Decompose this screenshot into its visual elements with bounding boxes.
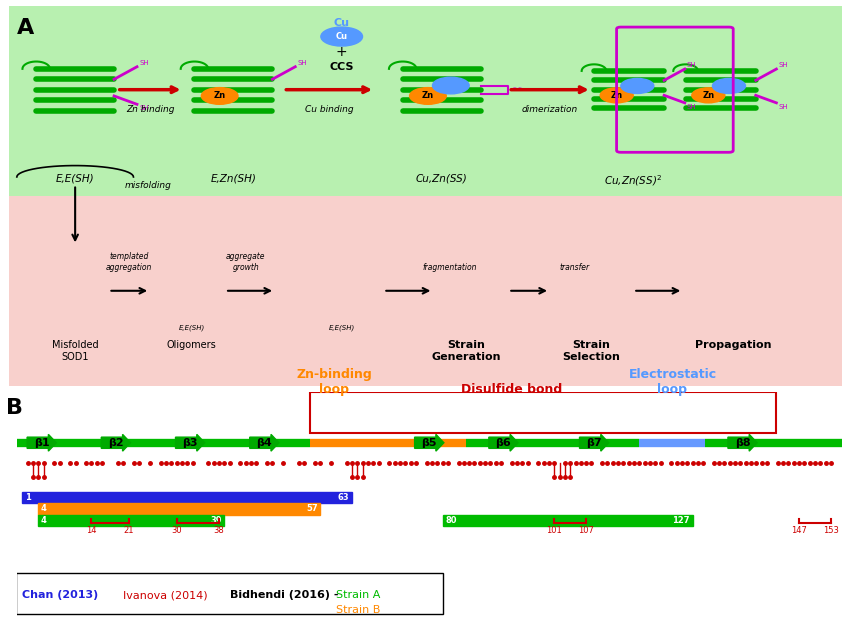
- Text: 147: 147: [791, 526, 807, 535]
- Circle shape: [201, 88, 238, 104]
- FancyArrow shape: [489, 434, 518, 451]
- Text: 63: 63: [337, 493, 349, 502]
- Text: β4: β4: [257, 438, 272, 448]
- Text: dimerization: dimerization: [522, 105, 578, 114]
- Bar: [38, 503, 320, 514]
- Text: β5: β5: [422, 438, 437, 448]
- Text: Bidhendi (2016) -: Bidhendi (2016) -: [230, 590, 343, 600]
- Text: 57: 57: [306, 504, 318, 513]
- Text: β1: β1: [34, 438, 49, 448]
- Text: Zn-binding
loop: Zn-binding loop: [297, 368, 372, 396]
- FancyBboxPatch shape: [8, 6, 842, 196]
- Text: 30: 30: [171, 526, 182, 535]
- Text: SH: SH: [298, 60, 307, 66]
- Text: 38: 38: [213, 526, 224, 535]
- Text: 153: 153: [823, 526, 839, 535]
- Text: Misfolded
SOD1: Misfolded SOD1: [52, 340, 99, 362]
- Circle shape: [410, 88, 446, 104]
- Text: β7: β7: [586, 438, 602, 448]
- FancyArrow shape: [415, 434, 444, 451]
- Text: 4: 4: [41, 516, 47, 524]
- FancyArrow shape: [728, 434, 757, 451]
- Text: CCS: CCS: [330, 62, 354, 72]
- Text: Ivanova (2014): Ivanova (2014): [123, 590, 208, 600]
- Circle shape: [620, 78, 654, 93]
- Circle shape: [600, 88, 633, 103]
- Text: 1: 1: [25, 493, 31, 502]
- Text: Electrostatic
loop: Electrostatic loop: [628, 368, 717, 396]
- Text: 127: 127: [672, 516, 690, 524]
- Text: SH: SH: [687, 62, 696, 68]
- Text: SH: SH: [779, 104, 788, 109]
- Text: β8: β8: [734, 438, 751, 448]
- Text: SH: SH: [139, 60, 149, 66]
- Text: B: B: [6, 398, 23, 418]
- Text: Strain
Generation: Strain Generation: [432, 340, 502, 362]
- Bar: [38, 514, 224, 526]
- Text: E,E(SH): E,E(SH): [178, 325, 205, 332]
- Text: Zn: Zn: [702, 91, 714, 100]
- Circle shape: [692, 88, 725, 103]
- Text: Cu binding: Cu binding: [305, 105, 354, 114]
- Circle shape: [321, 27, 362, 46]
- Text: templated
aggregation: templated aggregation: [106, 253, 152, 272]
- Text: Cu,Zn(SS): Cu,Zn(SS): [416, 173, 468, 183]
- Text: aggregate
growth: aggregate growth: [226, 253, 266, 272]
- Text: 80: 80: [445, 516, 456, 524]
- Text: Strain A: Strain A: [336, 590, 381, 600]
- Text: Cu: Cu: [336, 32, 348, 41]
- Text: 101: 101: [547, 526, 562, 535]
- Text: Cu,Zn(SS)$^2$: Cu,Zn(SS)$^2$: [604, 173, 662, 188]
- FancyBboxPatch shape: [16, 573, 443, 614]
- Text: Strain B: Strain B: [336, 605, 381, 615]
- Circle shape: [433, 77, 469, 94]
- FancyBboxPatch shape: [8, 196, 842, 386]
- Text: E,E(SH): E,E(SH): [329, 325, 354, 332]
- Text: Chan (2013): Chan (2013): [22, 590, 99, 600]
- Text: S-S: S-S: [513, 87, 523, 92]
- Text: Zn: Zn: [213, 91, 226, 100]
- Text: Cu: Cu: [334, 17, 349, 27]
- Text: SH: SH: [779, 62, 788, 68]
- Text: β2: β2: [108, 438, 124, 448]
- Text: 107: 107: [578, 526, 594, 535]
- Text: β6: β6: [496, 438, 512, 448]
- Text: SH: SH: [139, 105, 149, 111]
- Text: E,Zn(SH): E,Zn(SH): [211, 173, 257, 183]
- Text: Zn: Zn: [610, 91, 623, 100]
- Text: 14: 14: [86, 526, 97, 535]
- Text: fragmentation: fragmentation: [422, 263, 477, 272]
- FancyArrow shape: [27, 434, 56, 451]
- Text: Strain
Selection: Strain Selection: [563, 340, 620, 362]
- Text: Oligomers: Oligomers: [167, 340, 217, 350]
- Text: Zn: Zn: [422, 91, 434, 100]
- FancyArrow shape: [580, 434, 609, 451]
- Text: A: A: [17, 17, 34, 37]
- Text: transfer: transfer: [560, 263, 590, 272]
- Text: β3: β3: [183, 438, 198, 448]
- Bar: [443, 514, 693, 526]
- Text: 39: 39: [210, 516, 222, 524]
- Text: Disulfide bond: Disulfide bond: [461, 383, 563, 396]
- FancyArrow shape: [250, 434, 279, 451]
- Text: misfolding: misfolding: [125, 181, 172, 190]
- Text: Zn binding: Zn binding: [126, 105, 174, 114]
- Bar: [22, 492, 352, 503]
- Text: 21: 21: [123, 526, 134, 535]
- Text: E,E(SH): E,E(SH): [56, 173, 94, 183]
- Text: Propagation: Propagation: [695, 340, 772, 350]
- Text: +: +: [336, 45, 348, 58]
- Circle shape: [712, 78, 745, 93]
- Text: SH: SH: [687, 104, 696, 109]
- FancyArrow shape: [175, 434, 205, 451]
- Text: 4: 4: [41, 504, 47, 513]
- FancyArrow shape: [101, 434, 131, 451]
